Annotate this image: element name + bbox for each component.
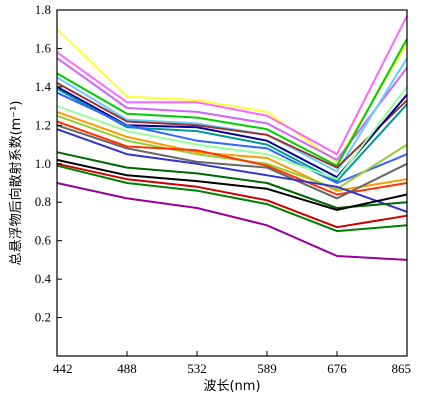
y-axis: 0.2 0.4 0.6 0.8 1.0 1.2 1.4 1.6 1.8 (35, 2, 62, 325)
y-tick-label: 1.2 (35, 117, 51, 132)
series-line-10 (56, 86, 408, 181)
x-tick-label: 865 (392, 361, 412, 376)
x-tick-label: 442 (53, 361, 73, 376)
y-tick-label: 0.8 (35, 194, 51, 209)
x-tick-label: 589 (257, 361, 277, 376)
y-axis-title: 总悬浮物后向散射系数(m⁻¹) (8, 101, 24, 266)
series-layer (56, 15, 408, 261)
series-line-17 (56, 158, 408, 211)
series-line-20 (56, 182, 408, 261)
series-line-9 (56, 91, 408, 184)
y-tick-label: 1.8 (35, 2, 51, 17)
series-line-2 (56, 15, 408, 156)
x-tick-label: 532 (187, 361, 207, 376)
y-tick-label: 1.4 (35, 79, 52, 94)
y-tick-label: 1.0 (35, 156, 51, 171)
x-axis-title: 波长(nm) (203, 379, 260, 394)
series-line-18 (56, 162, 408, 229)
y-tick-label: 0.4 (35, 271, 52, 286)
y-tick-label: 0.6 (35, 233, 52, 248)
x-axis: 442 488 532 589 676 865 (53, 351, 411, 376)
series-line-1 (56, 28, 408, 163)
series-line-4 (56, 38, 408, 167)
plot-frame (56, 9, 408, 357)
x-tick-label: 676 (327, 361, 347, 376)
series-line-6 (56, 82, 408, 169)
y-tick-label: 1.6 (35, 40, 52, 55)
series-line-19 (56, 164, 408, 233)
series-line-15 (56, 128, 408, 213)
series-line-11 (56, 110, 408, 192)
series-line-14 (56, 124, 408, 200)
x-tick-label: 488 (117, 361, 137, 376)
y-tick-label: 0.2 (35, 310, 51, 325)
